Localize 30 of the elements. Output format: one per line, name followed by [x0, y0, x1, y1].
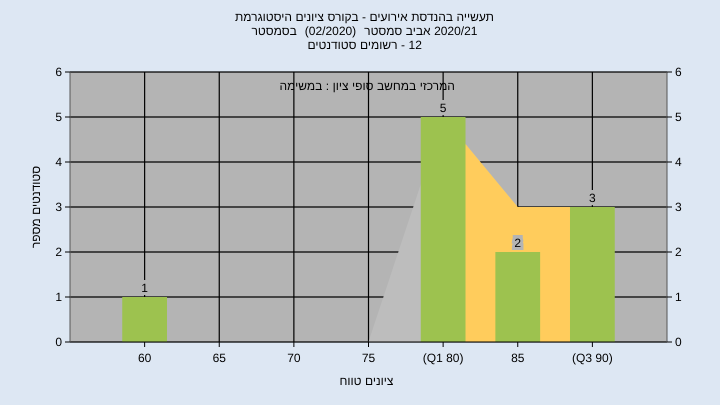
y-tick-label: 3 — [55, 200, 62, 214]
y2-tick-label: 1 — [675, 290, 682, 304]
y-tick-label: 6 — [55, 65, 62, 79]
y-tick-label: 5 — [55, 110, 62, 124]
x-tick-label: (Q3 90) — [572, 351, 613, 365]
x-tick-label: 75 — [362, 351, 376, 365]
y-axis-title: מספר סטודנטים — [29, 166, 44, 248]
y-tick-label: 2 — [55, 245, 62, 259]
x-tick-label: 85 — [511, 351, 525, 365]
data-label: 2 — [514, 236, 522, 250]
y-tick-label: 1 — [55, 290, 62, 304]
y-tick-label: 0 — [55, 335, 62, 349]
data-label: 5 — [440, 101, 447, 115]
y2-tick-label: 5 — [675, 110, 682, 124]
data-label: 3 — [589, 191, 596, 205]
x-tick-label: (Q1 80) — [422, 351, 464, 365]
data-label: 1 — [141, 281, 148, 295]
y2-tick-label: 2 — [675, 245, 682, 259]
y2-tick-label: 3 — [675, 200, 682, 214]
y2-tick-label: 6 — [675, 65, 682, 79]
x-tick-label: 60 — [138, 351, 152, 365]
y2-tick-label: 0 — [675, 335, 682, 349]
x-tick-label: 70 — [287, 351, 301, 365]
x-axis-title: טווח ציונים — [340, 374, 394, 388]
y2-tick-label: 4 — [675, 155, 682, 169]
x-tick-label: 65 — [212, 351, 226, 365]
bar — [495, 252, 540, 342]
bar — [122, 297, 168, 342]
y-tick-label: 4 — [55, 155, 62, 169]
chart-title: היסטוגרמת ציונים בקורס - אירועים בהנדסת תעשייה — [235, 10, 494, 24]
